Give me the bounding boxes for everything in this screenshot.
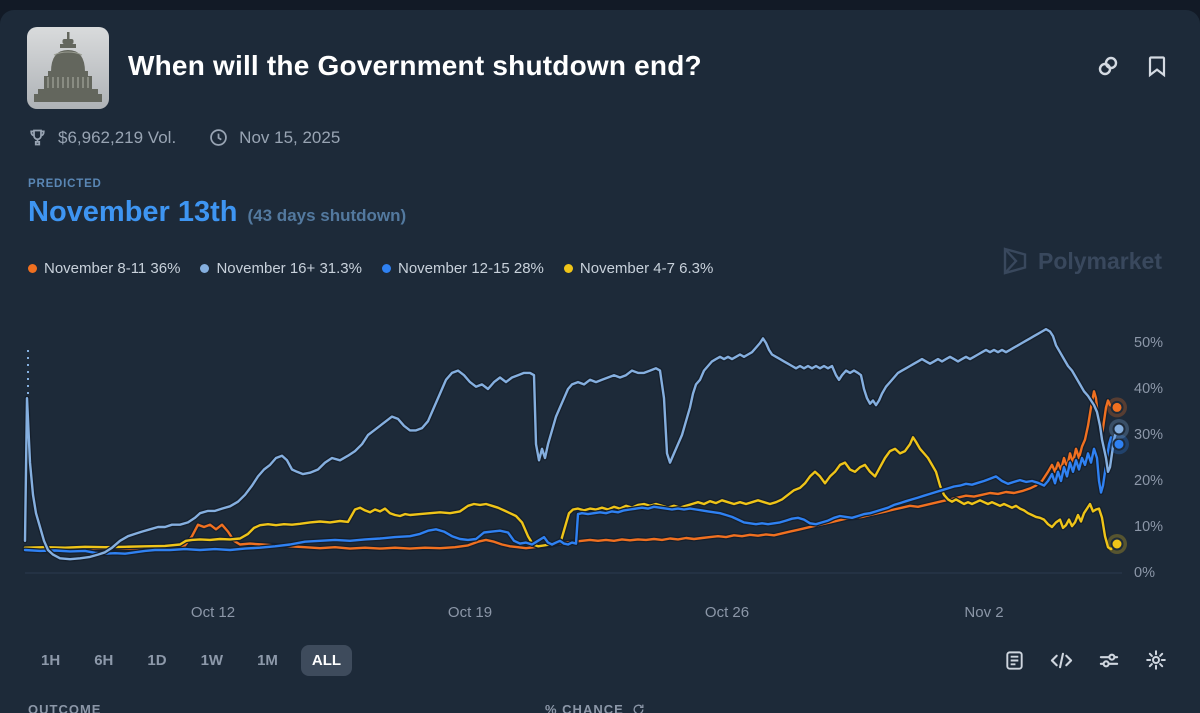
- price-chart[interactable]: [0, 308, 1200, 598]
- legend-label: November 12-15 28%: [397, 260, 544, 277]
- news-article-icon[interactable]: [1003, 649, 1026, 672]
- range-button-1m[interactable]: 1M: [257, 652, 278, 669]
- series-line-nov-4-7: [23, 436, 1119, 551]
- y-tick-20: 20%: [1134, 473, 1164, 489]
- legend-dot-lightblue: [200, 264, 210, 273]
- volume-text: $6,962,219 Vol.: [58, 127, 177, 147]
- y-tick-0: 0%: [1134, 565, 1155, 581]
- x-tick-oct26: Oct 26: [704, 604, 750, 621]
- series-end-dot-nov-8-11: [1110, 400, 1124, 414]
- x-tick-oct19: Oct 19: [447, 604, 493, 621]
- range-button-1w[interactable]: 1W: [200, 652, 224, 669]
- refresh-icon[interactable]: [632, 703, 645, 713]
- chart-settings-sliders-icon[interactable]: [1097, 649, 1121, 672]
- polymarket-watermark: Polymarket: [1001, 246, 1162, 276]
- y-tick-30: 30%: [1134, 427, 1164, 443]
- legend-label: November 8-11 36%: [44, 260, 181, 277]
- copy-link-icon[interactable]: [1096, 54, 1120, 78]
- series-line-nov-8-11: [22, 388, 1120, 552]
- legend-label: November 16+ 31.3%: [216, 260, 362, 277]
- legend-label: November 4-7 6.3%: [579, 260, 714, 277]
- series-line-nov-4-7: [22, 434, 1120, 552]
- legend-item-nov-16-plus[interactable]: November 16+ 31.3%: [200, 260, 362, 277]
- watermark-text: Polymarket: [1037, 247, 1162, 274]
- chance-column-header: % CHANCE: [545, 702, 645, 713]
- legend-item-nov-4-7[interactable]: November 4-7 6.3%: [563, 260, 714, 277]
- legend-dot-orange: [28, 264, 37, 273]
- legend-dot-blue: [381, 264, 391, 273]
- predicted-annotation: (43 days shutdown): [247, 206, 407, 225]
- time-range-selector: 1H 6H 1D 1W 1M ALL: [30, 645, 353, 676]
- embed-code-icon[interactable]: [1049, 649, 1074, 672]
- legend-dot-yellow: [563, 264, 573, 273]
- legend-item-nov-12-15[interactable]: November 12-15 28%: [381, 260, 544, 277]
- series-end-dot-nov-12-15: [1112, 437, 1126, 451]
- capitol-illustration: [27, 27, 109, 109]
- range-button-1d[interactable]: 1D: [147, 652, 167, 669]
- chart-tools: [1003, 648, 1168, 672]
- y-tick-40: 40%: [1134, 381, 1164, 397]
- market-image-capitol: [27, 27, 109, 109]
- predicted-outcome: November 13th: [28, 196, 238, 228]
- outcome-column-header: OUTCOME: [28, 702, 102, 713]
- series-line-nov-16-plus: [22, 326, 1122, 562]
- range-button-6h[interactable]: 6H: [94, 652, 114, 669]
- trophy-icon: [27, 127, 48, 148]
- series-line-nov-8-11: [23, 390, 1119, 551]
- series-end-dot-nov-16-plus: [1112, 422, 1126, 436]
- range-button-all[interactable]: ALL: [300, 645, 353, 676]
- predicted-label: PREDICTED: [28, 178, 102, 190]
- range-button-1h[interactable]: 1H: [41, 652, 61, 669]
- chart-legend: November 8-11 36% November 16+ 31.3% Nov…: [28, 260, 713, 277]
- outcome-table-header: OUTCOME % CHANCE: [0, 700, 1200, 713]
- series-line-nov-16-plus: [23, 328, 1121, 561]
- x-tick-nov2: Nov 2: [964, 604, 1004, 621]
- market-card: [0, 10, 1200, 713]
- x-tick-oct12: Oct 12: [190, 604, 236, 621]
- y-tick-10: 10%: [1134, 519, 1164, 535]
- gear-icon[interactable]: [1144, 648, 1168, 672]
- series-line-nov-12-15: [23, 436, 1121, 555]
- polymarket-logo-icon: [1003, 247, 1027, 275]
- clock-icon: [208, 127, 229, 148]
- bookmark-icon[interactable]: [1146, 54, 1168, 78]
- end-date-text: Nov 15, 2025: [239, 127, 341, 147]
- series-end-dot-nov-4-7: [1110, 537, 1124, 551]
- page-title: When will the Government shutdown end?: [128, 50, 702, 81]
- y-tick-50: 50%: [1134, 335, 1164, 351]
- legend-item-nov-8-11[interactable]: November 8-11 36%: [28, 260, 180, 277]
